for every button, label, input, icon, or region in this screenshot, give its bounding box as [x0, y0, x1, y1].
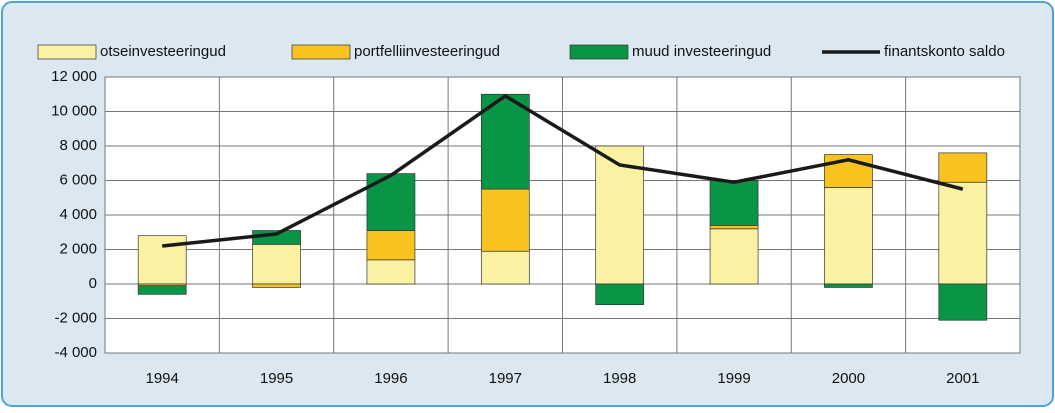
bar-segment [938, 283, 988, 321]
legend-swatch [291, 44, 351, 60]
y-tick-label: -2 000 [54, 309, 97, 326]
legend-swatch [569, 44, 629, 60]
bar-segment [480, 93, 530, 190]
x-tick-label: 1999 [717, 370, 750, 387]
bar-segment [709, 228, 759, 285]
y-tick-label: 6 000 [59, 171, 97, 188]
x-tick-label: 1998 [603, 370, 636, 387]
bar-segment [366, 230, 416, 261]
x-tick-label: 1997 [489, 370, 522, 387]
bar-segment [938, 152, 988, 183]
y-tick-label: 10 000 [51, 102, 97, 119]
x-tick-label: 1995 [260, 370, 293, 387]
bar-segment [366, 259, 416, 285]
y-tick-label: 12 000 [51, 68, 97, 85]
bar-segment [824, 187, 873, 285]
legend-label: portfelliinvesteeringud [354, 43, 500, 60]
legend-swatch [37, 44, 97, 60]
bar-segment [595, 283, 645, 306]
x-tick-label: 1994 [146, 370, 179, 387]
x-tick-label: 2001 [946, 370, 979, 387]
y-tick-label: 8 000 [59, 137, 97, 154]
bar-segment [938, 181, 988, 285]
bar-segment [709, 180, 759, 226]
bar-segment [252, 243, 301, 285]
bar-segment [137, 285, 187, 295]
bar-segment [480, 250, 530, 285]
y-tick-label: -4 000 [54, 344, 97, 361]
line [162, 93, 964, 248]
bar-segment [709, 225, 759, 230]
bar-segment [480, 188, 530, 252]
y-tick-label: 0 [89, 275, 97, 292]
y-tick-label: 4 000 [59, 206, 97, 223]
legend-label: finantskonto saldo [884, 43, 1005, 60]
bar-segment [824, 283, 873, 288]
x-tick-label: 1996 [374, 370, 407, 387]
y-tick-label: 2 000 [59, 240, 97, 257]
legend-label: muud investeeringud [632, 43, 771, 60]
bar-segment [252, 283, 301, 288]
x-tick-label: 2000 [832, 370, 865, 387]
legend-label: otseinvesteeringud [100, 43, 226, 60]
